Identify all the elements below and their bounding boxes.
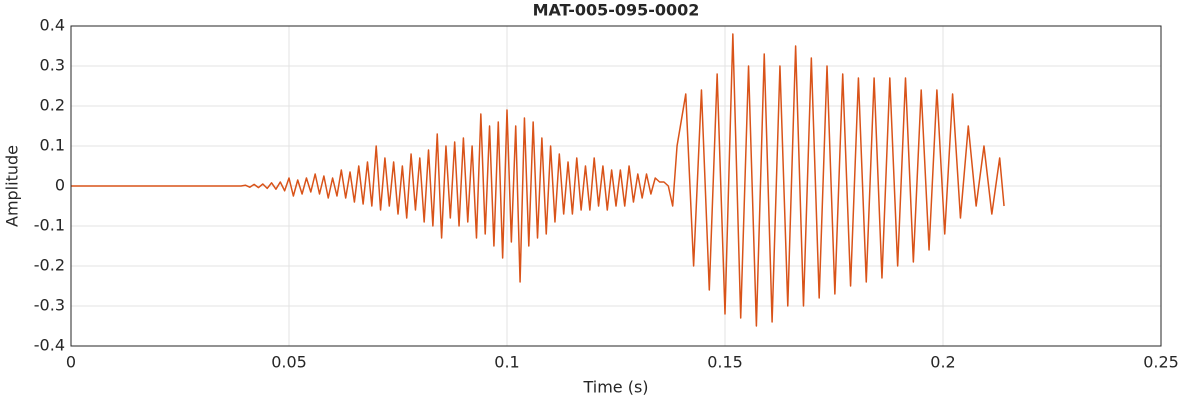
waveform [71,33,1005,327]
x-tick-label: 0.05 [271,353,307,372]
x-tick-label: 0 [66,353,76,372]
y-tick-label: 0.4 [40,16,65,35]
y-tick-label: -0.1 [34,216,65,235]
y-tick-label: -0.2 [34,256,65,275]
y-tick-label: 0.2 [40,96,65,115]
y-tick-label: 0.3 [40,56,65,75]
x-tick-label: 0.1 [494,353,519,372]
plot-frame [70,25,1162,347]
y-tick-label: -0.4 [34,336,65,355]
y-tick-label: 0.1 [40,136,65,155]
x-tick-label: 0.15 [707,353,743,372]
y-tick-label: -0.3 [34,296,65,315]
x-axis-label: Time (s) [582,378,648,397]
x-tick-label: 0.2 [930,353,955,372]
y-tick-label: 0 [55,176,65,195]
x-tick-label: 0.25 [1143,353,1179,372]
y-axis-label: Amplitude [3,145,22,227]
chart-title: MAT-005-095-0002 [533,1,700,20]
